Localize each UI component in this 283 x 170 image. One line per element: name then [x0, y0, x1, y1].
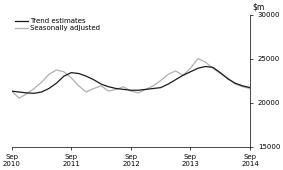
Seasonally adjusted	[233, 83, 237, 85]
Trend estimates	[114, 88, 118, 90]
Seasonally adjusted	[47, 73, 51, 75]
Trend estimates	[181, 74, 185, 76]
Trend estimates	[189, 71, 192, 73]
Trend estimates	[204, 65, 207, 67]
Trend estimates	[248, 87, 252, 89]
Seasonally adjusted	[248, 88, 252, 90]
Seasonally adjusted	[152, 85, 155, 87]
Seasonally adjusted	[144, 88, 147, 90]
Seasonally adjusted	[159, 80, 162, 82]
Seasonally adjusted	[129, 90, 133, 92]
Seasonally adjusted	[70, 77, 73, 79]
Trend estimates	[107, 86, 110, 88]
Seasonally adjusted	[25, 93, 28, 95]
Trend estimates	[32, 92, 36, 94]
Trend estimates	[144, 88, 147, 90]
Trend estimates	[25, 92, 28, 94]
Seasonally adjusted	[92, 88, 95, 90]
Trend estimates	[152, 88, 155, 90]
Seasonally adjusted	[196, 57, 200, 59]
Trend estimates	[62, 75, 66, 77]
Trend estimates	[70, 72, 73, 74]
Legend: Trend estimates, Seasonally adjusted: Trend estimates, Seasonally adjusted	[15, 18, 100, 31]
Trend estimates	[55, 82, 58, 84]
Seasonally adjusted	[211, 67, 215, 69]
Trend estimates	[122, 88, 125, 90]
Seasonally adjusted	[122, 86, 125, 88]
Trend estimates	[10, 90, 13, 92]
Seasonally adjusted	[226, 77, 230, 79]
Trend estimates	[18, 91, 21, 93]
Seasonally adjusted	[204, 61, 207, 63]
Trend estimates	[233, 82, 237, 84]
Seasonally adjusted	[114, 88, 118, 90]
Trend estimates	[92, 79, 95, 81]
Seasonally adjusted	[10, 90, 13, 92]
Trend estimates	[166, 83, 170, 85]
Trend estimates	[159, 87, 162, 89]
Seasonally adjusted	[137, 92, 140, 94]
Trend estimates	[174, 79, 177, 81]
Seasonally adjusted	[85, 91, 88, 93]
Trend estimates	[211, 66, 215, 68]
Seasonally adjusted	[32, 88, 36, 90]
Text: $m: $m	[253, 3, 265, 12]
Trend estimates	[226, 78, 230, 80]
Seasonally adjusted	[99, 85, 103, 87]
Seasonally adjusted	[181, 74, 185, 76]
Seasonally adjusted	[189, 67, 192, 69]
Seasonally adjusted	[18, 97, 21, 99]
Seasonally adjusted	[241, 86, 244, 88]
Trend estimates	[99, 83, 103, 85]
Trend estimates	[137, 89, 140, 91]
Seasonally adjusted	[218, 73, 222, 75]
Trend estimates	[196, 67, 200, 69]
Seasonally adjusted	[62, 71, 66, 73]
Trend estimates	[241, 85, 244, 87]
Trend estimates	[40, 91, 43, 93]
Line: Seasonally adjusted: Seasonally adjusted	[12, 58, 250, 98]
Seasonally adjusted	[166, 73, 170, 75]
Trend estimates	[77, 73, 80, 75]
Seasonally adjusted	[40, 81, 43, 83]
Trend estimates	[129, 89, 133, 91]
Seasonally adjusted	[107, 90, 110, 92]
Seasonally adjusted	[77, 85, 80, 87]
Seasonally adjusted	[55, 69, 58, 71]
Trend estimates	[47, 88, 51, 90]
Trend estimates	[85, 75, 88, 77]
Line: Trend estimates: Trend estimates	[12, 66, 250, 93]
Seasonally adjusted	[174, 70, 177, 72]
Trend estimates	[218, 72, 222, 74]
